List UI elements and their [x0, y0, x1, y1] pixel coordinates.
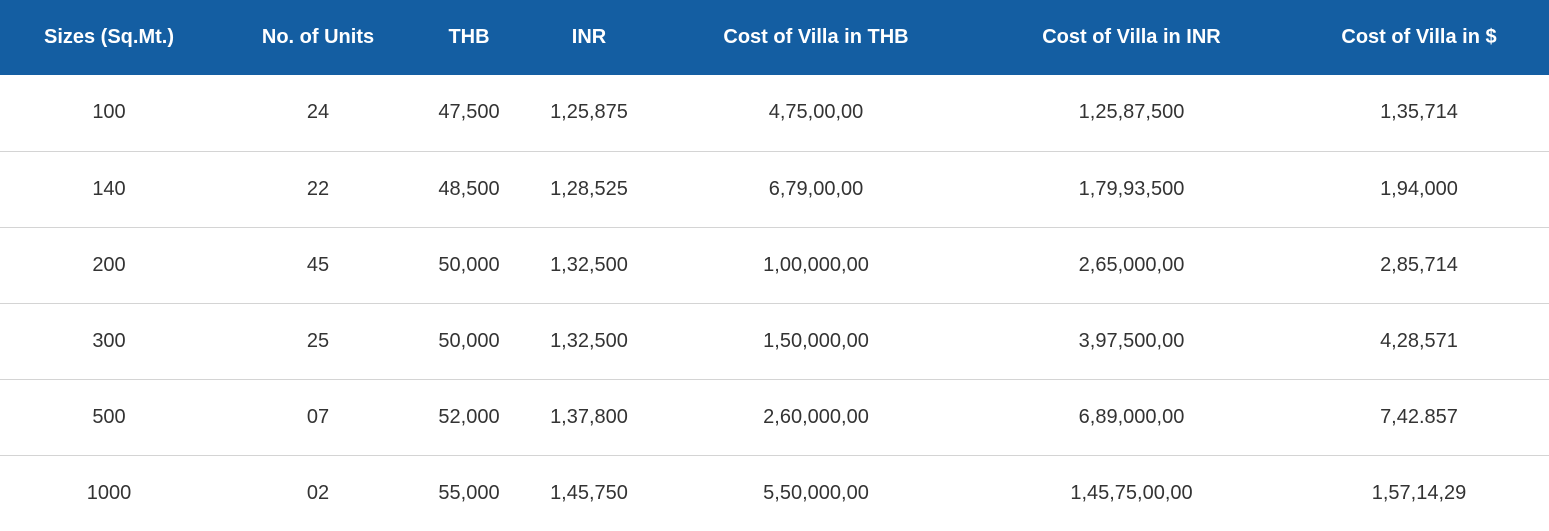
cell-units: 07	[306, 405, 330, 428]
header-cost-thb: Cost of Villa in THB	[723, 26, 909, 48]
cell-thb: 48,500	[438, 177, 500, 200]
cell-inr: 1,25,875	[550, 101, 628, 124]
cell-cost-inr: 3,97,500,00	[1078, 329, 1185, 352]
header-cost-inr: Cost of Villa in INR	[1042, 26, 1221, 48]
cell-size: 140	[92, 177, 126, 200]
cell-size: 1000	[86, 481, 132, 504]
cell-cost-inr: 1,45,75,00,00	[1070, 481, 1193, 504]
cell-cost-thb: 4,75,00,00	[768, 101, 864, 124]
cell-size: 200	[92, 253, 126, 276]
cell-inr: 1,45,750	[550, 481, 628, 504]
cell-thb: 47,500	[438, 101, 500, 124]
table-row: 140 22 48,500 1,28,525 6,79,00,00 1,79,9…	[0, 151, 1549, 227]
cell-cost-usd: 4,28,571	[1380, 329, 1458, 352]
cell-size: 500	[92, 405, 126, 428]
cell-cost-usd: 1,94,000	[1380, 177, 1458, 200]
cell-cost-inr: 1,25,87,500	[1078, 101, 1185, 124]
header-cost-usd: Cost of Villa in $	[1341, 26, 1497, 48]
cell-thb: 55,000	[438, 481, 500, 504]
cell-thb: 50,000	[438, 253, 500, 276]
cell-thb: 52,000	[438, 405, 500, 428]
cell-units: 24	[306, 101, 330, 124]
table-row: 500 07 52,000 1,37,800 2,60,000,00 6,89,…	[0, 379, 1549, 455]
header-sizes: Sizes (Sq.Mt.)	[43, 26, 174, 48]
cell-cost-usd: 1,35,714	[1380, 101, 1458, 124]
cell-cost-thb: 1,50,000,00	[763, 329, 869, 352]
table-row: 300 25 50,000 1,32,500 1,50,000,00 3,97,…	[0, 303, 1549, 379]
header-inr: INR	[571, 26, 607, 48]
header-row: Sizes (Sq.Mt.) No. of Units THB INR Cost…	[0, 0, 1549, 75]
cell-cost-usd: 1,57,14,29	[1371, 481, 1467, 504]
cell-units: 22	[306, 177, 330, 200]
cell-size: 100	[92, 101, 126, 124]
cell-inr: 1,32,500	[550, 329, 628, 352]
cell-cost-thb: 1,00,000,00	[763, 253, 869, 276]
cell-size: 300	[92, 329, 126, 352]
cell-units: 45	[306, 253, 330, 276]
table-header: Sizes (Sq.Mt.) No. of Units THB INR Cost…	[0, 0, 1549, 75]
cell-cost-inr: 6,89,000,00	[1078, 405, 1185, 428]
cell-thb: 50,000	[438, 329, 500, 352]
cell-cost-inr: 1,79,93,500	[1078, 177, 1185, 200]
table-row: 100 24 47,500 1,25,875 4,75,00,00 1,25,8…	[0, 75, 1549, 151]
cell-cost-usd: 2,85,714	[1380, 253, 1458, 276]
cell-units: 02	[306, 481, 330, 504]
cell-inr: 1,37,800	[550, 405, 628, 428]
cell-cost-thb: 6,79,00,00	[768, 177, 864, 200]
table-row: 1000 02 55,000 1,45,750 5,50,000,00 1,45…	[0, 455, 1549, 531]
header-units: No. of Units	[261, 26, 375, 48]
table-row: 200 45 50,000 1,32,500 1,00,000,00 2,65,…	[0, 227, 1549, 303]
cell-cost-inr: 2,65,000,00	[1078, 253, 1185, 276]
cell-cost-thb: 2,60,000,00	[763, 405, 869, 428]
cell-cost-thb: 5,50,000,00	[763, 481, 869, 504]
cell-cost-usd: 7,42.857	[1380, 405, 1458, 428]
table-body: 100 24 47,500 1,25,875 4,75,00,00 1,25,8…	[0, 75, 1549, 531]
cell-inr: 1,28,525	[550, 177, 628, 200]
cell-inr: 1,32,500	[550, 253, 628, 276]
cell-units: 25	[306, 329, 330, 352]
header-thb: THB	[448, 26, 490, 48]
